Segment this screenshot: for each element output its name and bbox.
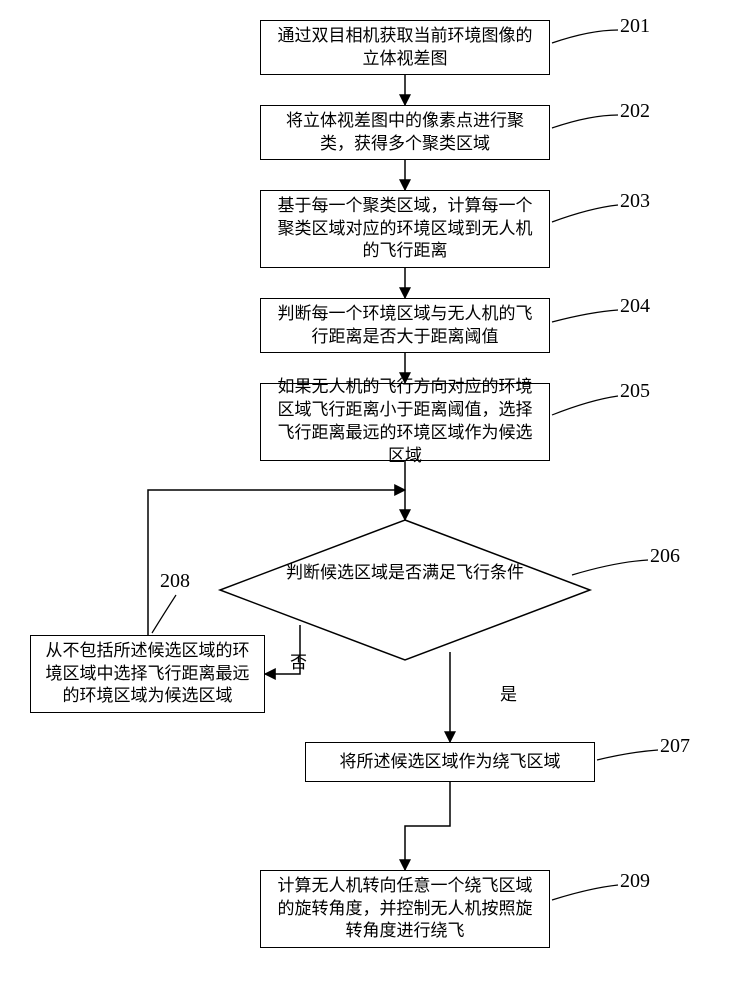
step-205: 如果无人机的飞行方向对应的环境区域飞行距离小于距离阈值，选择飞行距离最远的环境区… [260, 383, 550, 461]
label-no: 否 [290, 648, 307, 673]
label-208: 208 [160, 570, 190, 593]
step-208: 从不包括所述候选区域的环境区域中选择飞行距离最远的环境区域为候选区域 [30, 635, 265, 713]
step-202: 将立体视差图中的像素点进行聚类，获得多个聚类区域 [260, 105, 550, 160]
flowchart-canvas: 通过双目相机获取当前环境图像的立体视差图 将立体视差图中的像素点进行聚类，获得多… [0, 0, 739, 1000]
step-203: 基于每一个聚类区域，计算每一个聚类区域对应的环境区域到无人机的飞行距离 [260, 190, 550, 268]
step-207-text: 将所述候选区域作为绕飞区域 [340, 751, 561, 774]
step-205-text: 如果无人机的飞行方向对应的环境区域飞行距离小于距离阈值，选择飞行距离最远的环境区… [271, 376, 539, 468]
label-206: 206 [650, 545, 680, 568]
label-204: 204 [620, 295, 650, 318]
label-yes: 是 [500, 680, 517, 705]
step-202-text: 将立体视差图中的像素点进行聚类，获得多个聚类区域 [271, 110, 539, 156]
step-208-text: 从不包括所述候选区域的环境区域中选择飞行距离最远的环境区域为候选区域 [41, 640, 254, 709]
label-201: 201 [620, 15, 650, 38]
label-205: 205 [620, 380, 650, 403]
label-207: 207 [660, 735, 690, 758]
step-201: 通过双目相机获取当前环境图像的立体视差图 [260, 20, 550, 75]
step-209-text: 计算无人机转向任意一个绕飞区域的旋转角度，并控制无人机按照旋转角度进行绕飞 [271, 875, 539, 944]
step-207: 将所述候选区域作为绕飞区域 [305, 742, 595, 782]
step-209: 计算无人机转向任意一个绕飞区域的旋转角度，并控制无人机按照旋转角度进行绕飞 [260, 870, 550, 948]
decision-206-text: 判断候选区域是否满足飞行条件 [280, 562, 530, 585]
decision-206 [220, 520, 590, 660]
step-203-text: 基于每一个聚类区域，计算每一个聚类区域对应的环境区域到无人机的飞行距离 [271, 195, 539, 264]
label-203: 203 [620, 190, 650, 213]
step-201-text: 通过双目相机获取当前环境图像的立体视差图 [271, 25, 539, 71]
label-209: 209 [620, 870, 650, 893]
label-202: 202 [620, 100, 650, 123]
step-204: 判断每一个环境区域与无人机的飞行距离是否大于距离阈值 [260, 298, 550, 353]
step-204-text: 判断每一个环境区域与无人机的飞行距离是否大于距离阈值 [271, 303, 539, 349]
